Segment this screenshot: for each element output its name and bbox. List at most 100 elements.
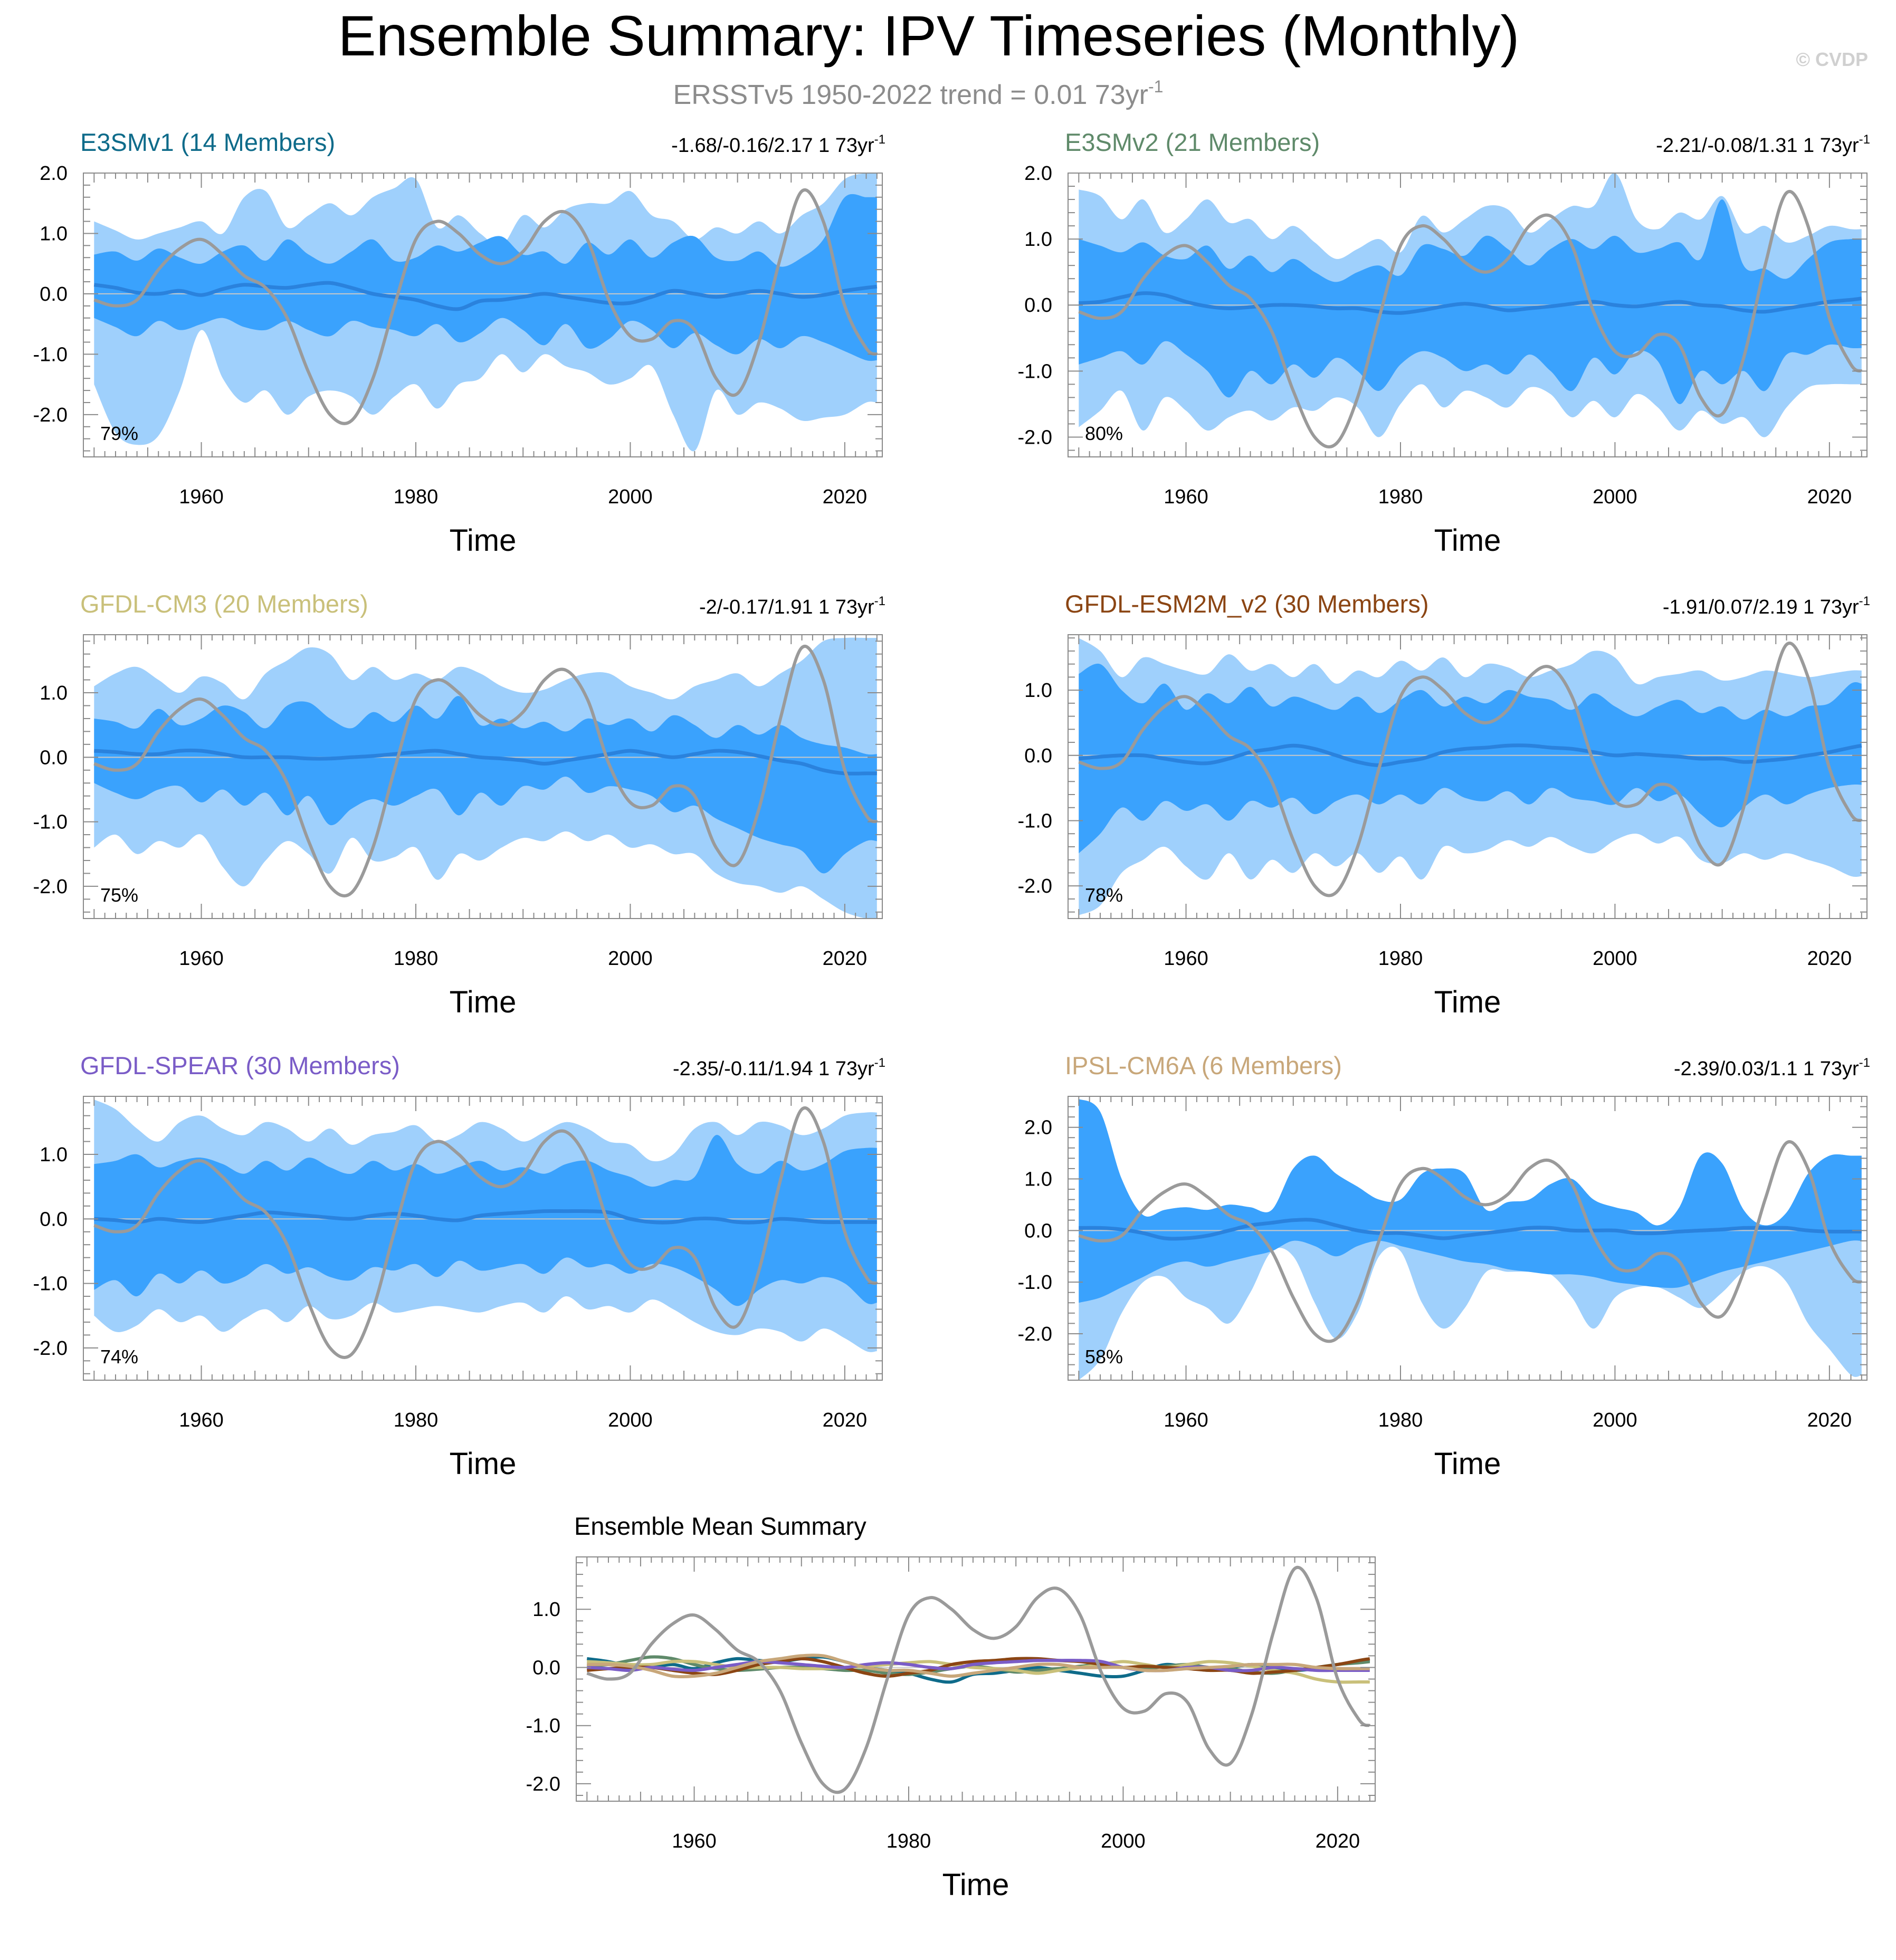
y-tick-label: -1.0 [33, 811, 68, 834]
panel-trend-stats: -2.21/-0.08/1.31 1 73yr-1 [1656, 132, 1870, 157]
x-tick-label: 2000 [608, 948, 653, 970]
subtitle-text: ERSSTv5 1950-2022 trend = 0.01 73yr [673, 80, 1148, 110]
y-tick-label: 0.0 [1024, 294, 1052, 317]
x-axis-title: Time [1434, 985, 1501, 1019]
y-tick-label: -2.0 [33, 404, 68, 426]
ensemble-mean-line [94, 1209, 877, 1225]
y-tick-label: -2.0 [33, 876, 68, 898]
panels: 1960 1980 2000 2020 -2.0 -1.0 0.0 1.0 2.0 Time E3S… [33, 128, 1870, 1902]
y-tick-label: 1.0 [1024, 680, 1052, 702]
figure-subtitle: ERSSTv5 1950-2022 trend = 0.01 73yr-1 [673, 77, 1164, 110]
x-tick-label: 2000 [1101, 1830, 1146, 1852]
x-axis-title: Time [450, 1447, 517, 1481]
y-tick-label: -2.0 [1018, 875, 1052, 897]
y-tick-label: 0.0 [532, 1657, 560, 1679]
x-axis-title: Time [1434, 523, 1501, 558]
observed-ersstv5-line [93, 1106, 878, 1359]
y-tick-label: -1.0 [33, 1273, 68, 1295]
x-tick-label: 1980 [394, 948, 439, 970]
panel-title: GFDL-CM3 (20 Members) [80, 590, 368, 618]
y-tick-label: -2.0 [33, 1337, 68, 1360]
x-tick-label: 2020 [1316, 1830, 1360, 1852]
plot-frame [1068, 634, 1868, 919]
ensemble-mean-line [1078, 743, 1862, 767]
observed-ersstv5-line [1078, 642, 1863, 897]
y-tick-label: -2.0 [1018, 426, 1052, 448]
x-tick-label: 1960 [672, 1830, 717, 1852]
panel-gfdl-spear: 1960 1980 2000 2020 -2.0 -1.0 0.0 1.0 Time GFDL-S… [33, 1051, 885, 1481]
inner-spread-band [1079, 199, 1862, 405]
y-tick-label: 0.0 [40, 283, 68, 305]
x-tick-label: 2020 [1807, 948, 1852, 970]
y-tick-label: 1.0 [40, 223, 68, 245]
x-tick-label: 1980 [394, 486, 439, 508]
panel-title: Ensemble Mean Summary [574, 1512, 866, 1540]
trend-stats-superscript: -1 [1859, 1056, 1870, 1070]
ensemble-mean-line [94, 748, 877, 776]
panel-percent-label: 79% [100, 423, 138, 444]
y-tick-label: 1.0 [1024, 1169, 1052, 1191]
panel-gfdl-esm2m: 1960 1980 2000 2020 -2.0 -1.0 0.0 1.0 Time GFDL-E… [1018, 590, 1870, 1019]
x-tick-label: 1960 [179, 948, 224, 970]
y-tick-label: -1.0 [33, 343, 68, 366]
panel-trend-stats: -2.39/0.03/1.1 1 73yr-1 [1674, 1056, 1870, 1080]
x-axis-title: Time [450, 523, 517, 558]
panel-ipsl-cm6a: 1960 1980 2000 2020 -2.0 -1.0 0.0 1.0 2.0 Time IPS… [1018, 1051, 1870, 1481]
panel-title: IPSL-CM6A (6 Members) [1065, 1051, 1342, 1079]
y-tick-label: 2.0 [40, 162, 68, 185]
trend-stats-text: -2.39/0.03/1.1 1 73yr [1674, 1058, 1859, 1080]
y-tick-label: 1.0 [40, 682, 68, 704]
y-tick-label: 0.0 [1024, 1220, 1052, 1242]
trend-stats-superscript: -1 [874, 594, 885, 608]
x-tick-label: 1980 [1378, 948, 1423, 970]
plot-frame [83, 1096, 883, 1381]
observed-ersstv5-line [1078, 190, 1863, 448]
panel-percent-label: 74% [100, 1346, 138, 1368]
x-tick-label: 2020 [1807, 1409, 1852, 1431]
observed-ersstv5-line [586, 1565, 1371, 1794]
panel-title: GFDL-SPEAR (30 Members) [80, 1051, 400, 1079]
y-tick-label: -1.0 [526, 1715, 560, 1737]
panel-percent-label: 58% [1085, 1346, 1123, 1368]
y-tick-label: -1.0 [1018, 360, 1052, 383]
ensemble-mean-line [1079, 291, 1862, 315]
x-tick-label: 1960 [1164, 486, 1208, 508]
trend-stats-text: -2.35/-0.11/1.94 1 73yr [673, 1058, 874, 1080]
panel-trend-stats: -1.68/-0.16/2.17 1 73yr-1 [671, 132, 885, 157]
x-axis-title: Time [1434, 1447, 1501, 1481]
panel-e3smv2: 1960 1980 2000 2020 -2.0 -1.0 0.0 1.0 2.0 Time E3S… [1018, 128, 1870, 558]
panel-trend-stats: -2/-0.17/1.91 1 73yr-1 [699, 594, 885, 618]
panel-title: E3SMv2 (21 Members) [1065, 128, 1320, 156]
panel-title: E3SMv1 (14 Members) [80, 128, 335, 156]
y-tick-label: 2.0 [1024, 162, 1052, 185]
plot-area [1068, 638, 1867, 915]
y-tick-label: 0.0 [1024, 745, 1052, 767]
y-tick-label: 0.0 [40, 747, 68, 769]
x-tick-label: 2020 [823, 486, 868, 508]
observed-ersstv5-line [93, 188, 878, 425]
x-tick-label: 2020 [823, 1409, 868, 1431]
panel-gfdl-cm3: 1960 1980 2000 2020 -2.0 -1.0 0.0 1.0 Time GFDL-C… [33, 590, 885, 1019]
trend-stats-superscript: -1 [1859, 594, 1870, 608]
figure-title: Ensemble Summary: IPV Timeseries (Monthl… [338, 4, 1520, 68]
inner-spread-band [1079, 663, 1862, 854]
inner-spread-band [94, 1135, 877, 1306]
panel-percent-label: 75% [100, 884, 138, 906]
x-tick-label: 2000 [1593, 948, 1637, 970]
x-axis-title: Time [942, 1868, 1009, 1902]
trend-stats-superscript: -1 [874, 132, 885, 147]
panel-title: GFDL-ESM2M_v2 (30 Members) [1065, 590, 1429, 618]
plot-area [1068, 173, 1867, 448]
observed-ersstv5-line [1078, 1140, 1863, 1343]
x-tick-label: 1960 [179, 486, 224, 508]
panel-ensemble-mean-summary: 1960 1980 2000 2020 -2.0 -1.0 0.0 1.0 Time Ensemb… [526, 1512, 1376, 1902]
series-line-gfdl-spear [587, 1659, 1370, 1672]
panel-percent-label: 78% [1085, 884, 1123, 906]
trend-stats-text: -2.21/-0.08/1.31 1 73yr [1656, 135, 1859, 157]
ensemble-mean-line [93, 281, 878, 311]
x-tick-label: 2000 [608, 486, 653, 508]
series-line-ipsl-cm6a [587, 1653, 1370, 1679]
x-tick-label: 1980 [887, 1830, 931, 1852]
panel-trend-stats: -1.91/0.07/2.19 1 73yr-1 [1663, 594, 1870, 618]
